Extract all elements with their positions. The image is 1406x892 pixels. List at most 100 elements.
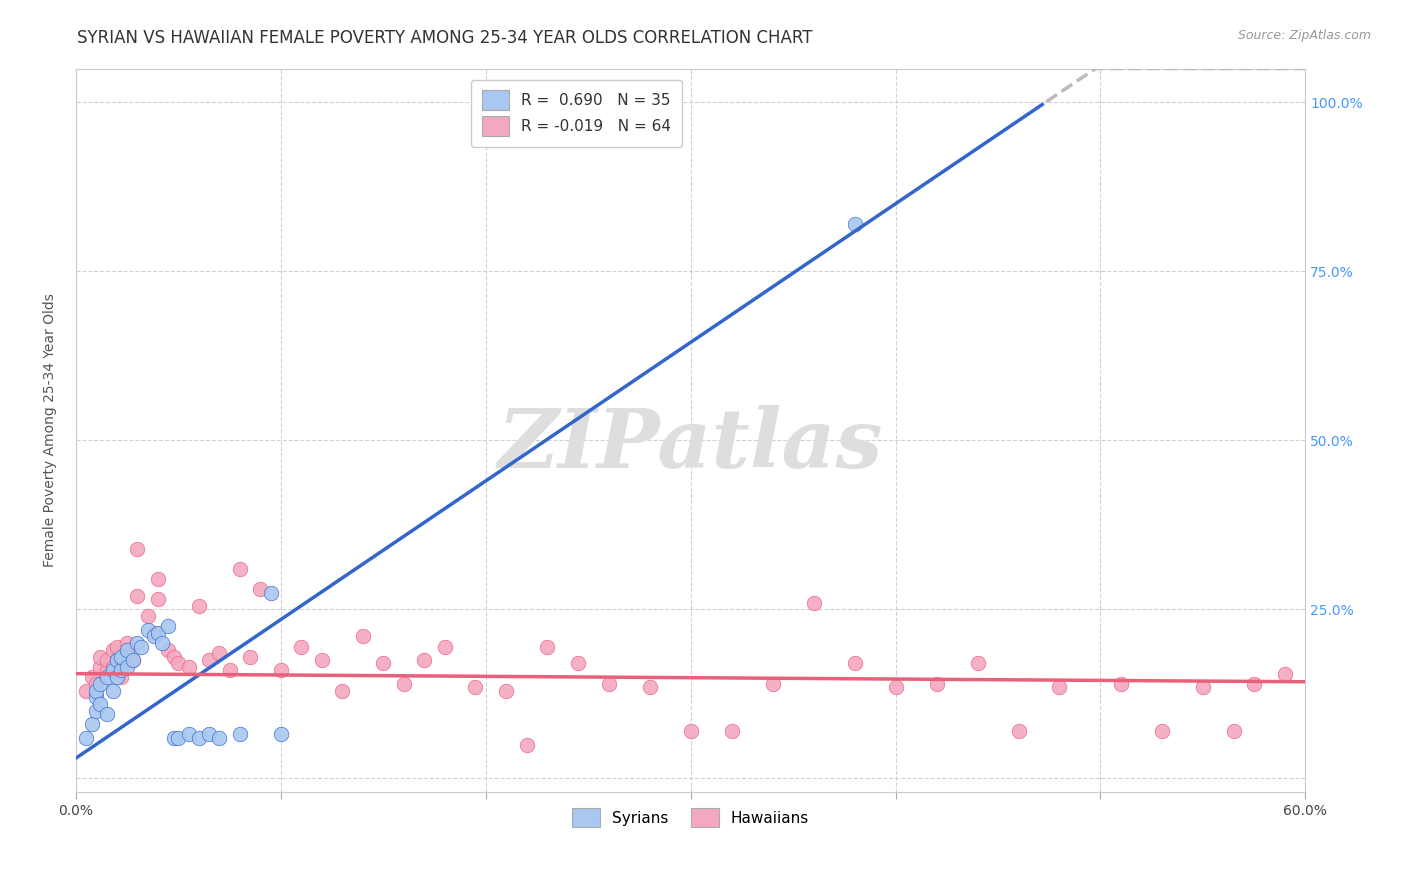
Point <box>127 636 149 650</box>
Point <box>163 649 186 664</box>
Point <box>82 670 104 684</box>
Point <box>208 646 231 660</box>
Point <box>1192 680 1215 694</box>
Point <box>105 653 128 667</box>
Point <box>413 653 436 667</box>
Point <box>762 677 785 691</box>
Point <box>86 704 108 718</box>
Point <box>1150 724 1173 739</box>
Point <box>127 589 149 603</box>
Point <box>86 683 108 698</box>
Point <box>89 660 111 674</box>
Point <box>803 596 825 610</box>
Point <box>229 727 252 741</box>
Point <box>105 640 128 654</box>
Point <box>110 663 132 677</box>
Point <box>1274 666 1296 681</box>
Point <box>163 731 186 745</box>
Point <box>392 677 415 691</box>
Text: Source: ZipAtlas.com: Source: ZipAtlas.com <box>1237 29 1371 42</box>
Point <box>598 677 620 691</box>
Text: ZIPatlas: ZIPatlas <box>498 405 883 484</box>
Point <box>218 663 240 677</box>
Point <box>127 541 149 556</box>
Point <box>146 626 169 640</box>
Point <box>150 636 173 650</box>
Y-axis label: Female Poverty Among 25-34 Year Olds: Female Poverty Among 25-34 Year Olds <box>44 293 58 567</box>
Point <box>433 640 456 654</box>
Point <box>86 677 108 691</box>
Point <box>75 683 97 698</box>
Point <box>177 727 200 741</box>
Point <box>115 646 138 660</box>
Point <box>89 649 111 664</box>
Point <box>720 724 742 739</box>
Point <box>115 643 138 657</box>
Point <box>966 657 988 671</box>
Point <box>96 707 118 722</box>
Point <box>311 653 333 667</box>
Point <box>464 680 486 694</box>
Point <box>131 640 153 654</box>
Point <box>229 562 252 576</box>
Point <box>249 582 271 596</box>
Point <box>373 657 395 671</box>
Point <box>146 592 169 607</box>
Point <box>101 643 124 657</box>
Point <box>177 660 200 674</box>
Point <box>96 663 118 677</box>
Point <box>1049 680 1071 694</box>
Point <box>136 609 159 624</box>
Point <box>536 640 558 654</box>
Point <box>142 630 165 644</box>
Point <box>101 663 124 677</box>
Point <box>105 653 128 667</box>
Point <box>352 630 374 644</box>
Point <box>198 653 221 667</box>
Point <box>844 657 866 671</box>
Point <box>146 572 169 586</box>
Point <box>157 643 180 657</box>
Point <box>884 680 907 694</box>
Point <box>208 731 231 745</box>
Point <box>75 731 97 745</box>
Point <box>115 660 138 674</box>
Point <box>89 677 111 691</box>
Point <box>142 626 165 640</box>
Point <box>122 653 145 667</box>
Point <box>844 217 866 231</box>
Point <box>679 724 702 739</box>
Point <box>110 649 132 664</box>
Point <box>330 683 353 698</box>
Point <box>1243 677 1265 691</box>
Point <box>290 640 312 654</box>
Point <box>167 731 190 745</box>
Point <box>136 623 159 637</box>
Point <box>110 670 132 684</box>
Point <box>1007 724 1029 739</box>
Point <box>270 663 292 677</box>
Point <box>96 670 118 684</box>
Point <box>259 585 281 599</box>
Point <box>495 683 517 698</box>
Point <box>925 677 948 691</box>
Point <box>86 690 108 705</box>
Point <box>1109 677 1132 691</box>
Point <box>187 731 209 745</box>
Point <box>105 670 128 684</box>
Point <box>1222 724 1244 739</box>
Point <box>96 653 118 667</box>
Point <box>122 653 145 667</box>
Point <box>101 683 124 698</box>
Point <box>115 636 138 650</box>
Point <box>516 738 538 752</box>
Point <box>239 649 262 664</box>
Point <box>638 680 661 694</box>
Point <box>167 657 190 671</box>
Text: SYRIAN VS HAWAIIAN FEMALE POVERTY AMONG 25-34 YEAR OLDS CORRELATION CHART: SYRIAN VS HAWAIIAN FEMALE POVERTY AMONG … <box>77 29 813 46</box>
Point <box>157 619 180 633</box>
Point <box>82 717 104 731</box>
Point <box>89 697 111 711</box>
Point <box>567 657 589 671</box>
Point <box>270 727 292 741</box>
